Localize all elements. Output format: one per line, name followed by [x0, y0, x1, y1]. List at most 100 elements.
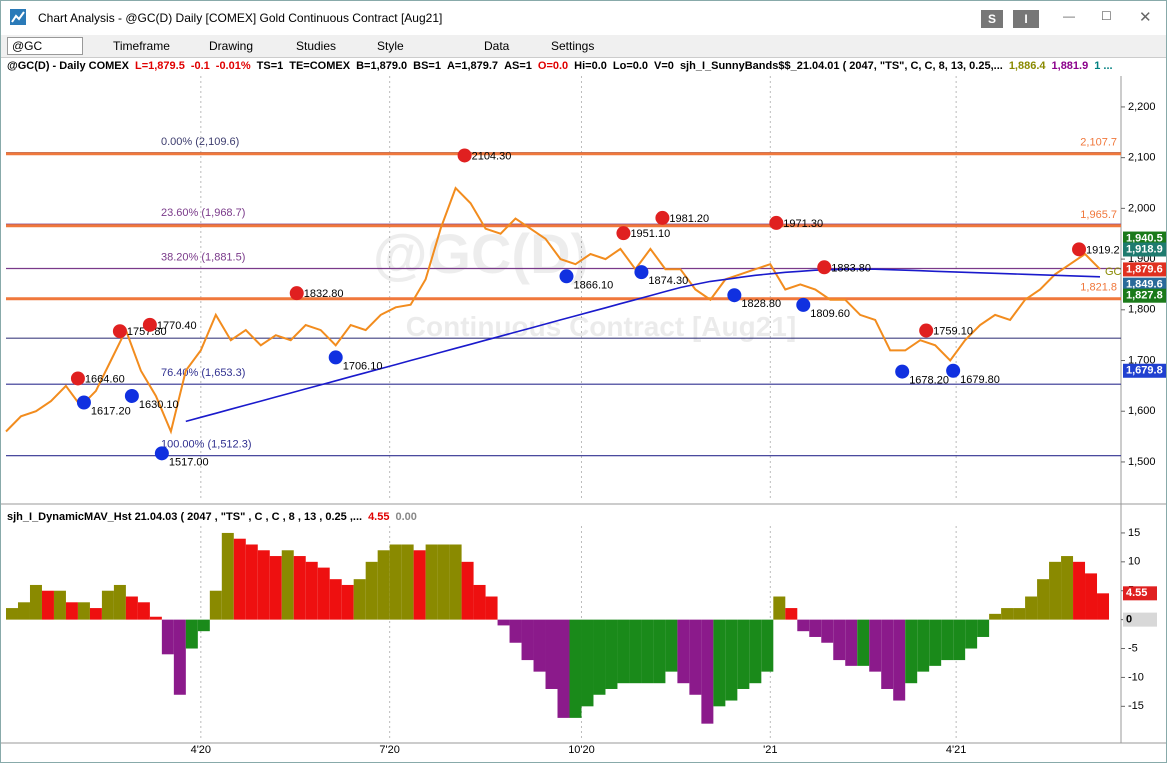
swing-high: [769, 215, 784, 230]
histogram-bar: [329, 579, 342, 620]
header-item: BS=1: [413, 60, 441, 72]
swing-label: 1757.80: [127, 326, 167, 338]
swing-label: 1664.60: [85, 373, 125, 385]
close[interactable]: ✕: [1139, 9, 1152, 26]
swing-low: [124, 388, 139, 403]
header-item: L=1,879.5: [134, 60, 185, 72]
histogram-bar: [305, 561, 318, 620]
histogram-bar: [605, 619, 618, 689]
histogram-bar: [221, 532, 234, 620]
swing-label: 1832.80: [304, 288, 344, 300]
histogram-bar: [965, 619, 978, 649]
y-tick-label: 10: [1128, 556, 1140, 568]
title-bar: Chart Analysis - @GC(D) Daily [COMEX] Go…: [1, 1, 1166, 35]
fib-label: 0.00% (2,109.6): [161, 136, 239, 148]
swing-low: [76, 395, 91, 410]
toolbar: @GC Timeframe Drawing Studies Style Data…: [1, 35, 1166, 58]
value-box: [1123, 612, 1157, 627]
swing-high: [919, 323, 934, 338]
histogram-bar: [677, 619, 690, 684]
toolbar-button[interactable]: Timeframe: [113, 39, 170, 53]
histogram-bar: [6, 608, 18, 620]
histogram-bar: [161, 619, 174, 655]
histogram-bar: [317, 567, 330, 620]
histogram-bar: [53, 590, 66, 620]
header-item: B=1,879.0: [356, 60, 408, 72]
header-item: TS=1: [256, 60, 284, 72]
histogram-bar: [593, 619, 606, 695]
histogram-bar: [353, 579, 366, 620]
price-box-label: 1,849.6: [1126, 279, 1163, 291]
histogram-bar: [713, 619, 726, 707]
price-box-label: 1,940.5: [1126, 232, 1163, 244]
symbol-box[interactable]: @GC: [7, 37, 83, 55]
histogram-bar: [1061, 556, 1074, 620]
histogram-bar: [389, 544, 402, 620]
histogram-bar: [641, 619, 654, 684]
level-label: 1,965.7: [1080, 209, 1117, 221]
header-item: Hi=0.0: [574, 60, 607, 72]
histogram-bar: [821, 619, 834, 643]
price-box-label: 1,879.6: [1126, 263, 1163, 275]
swing-label: 1883.80: [831, 262, 871, 274]
watermark: Continuous Contract [Aug21]: [406, 311, 796, 342]
level-label: 1,821.8: [1080, 282, 1117, 294]
y-tick-label: 1,500: [1128, 456, 1156, 468]
swing-high: [112, 324, 127, 339]
y-tick-label: 1,600: [1128, 405, 1156, 417]
header-item: A=1,879.7: [446, 60, 499, 72]
histogram-bar: [137, 602, 150, 620]
swing-low: [946, 363, 961, 378]
histogram-bar: [341, 584, 354, 620]
header-item: V=0: [654, 60, 674, 72]
toolbar-button[interactable]: Style: [377, 39, 404, 53]
toolbar-button[interactable]: Data: [484, 39, 510, 53]
header-item: -0.01%: [215, 60, 251, 72]
minimize[interactable]: —: [1063, 9, 1075, 23]
toolbar-button[interactable]: Settings: [551, 39, 595, 53]
swing-label: 1759.10: [933, 326, 973, 338]
histogram-bar: [917, 619, 930, 672]
histogram-bar: [281, 550, 294, 620]
histogram-bar: [953, 619, 966, 661]
header-item: 1,886.4: [1008, 60, 1046, 72]
swing-label: 1617.20: [91, 406, 131, 418]
y-tick-label: 2,200: [1128, 101, 1156, 113]
histogram-bar: [893, 619, 906, 701]
x-tick-label: 7'20: [379, 744, 399, 756]
histogram-bar: [689, 619, 702, 695]
swing-label: 1866.10: [573, 279, 613, 291]
histogram-bar: [653, 619, 666, 684]
i-button[interactable]: I: [1013, 10, 1039, 28]
symbol-tag: GC: [1105, 266, 1122, 278]
histogram-bar: [473, 584, 486, 620]
price-box: [1123, 262, 1166, 277]
histogram-bar: [1073, 561, 1086, 620]
toolbar-button[interactable]: Drawing: [209, 39, 254, 53]
swing-low: [154, 446, 169, 461]
histogram-bar: [245, 544, 258, 620]
histogram-bar: [617, 619, 630, 684]
y-tick-label: -15: [1128, 700, 1144, 712]
histogram-bar: [941, 619, 954, 661]
y-tick-label: 15: [1128, 527, 1140, 539]
maximize[interactable]: ☐: [1101, 9, 1112, 23]
histogram-bar: [1049, 561, 1062, 620]
histogram-bar: [209, 590, 222, 620]
histogram-bar: [233, 538, 246, 620]
swing-label: 1809.60: [810, 308, 850, 320]
histogram-bar: [1013, 608, 1026, 620]
swing-label: 1679.80: [960, 374, 1000, 386]
price-box: [1123, 242, 1166, 257]
histogram-bar: [857, 619, 870, 666]
s-button[interactable]: S: [981, 10, 1003, 28]
histogram-bar: [1025, 596, 1038, 620]
toolbar-button[interactable]: Studies: [296, 39, 337, 53]
histogram-bar: [413, 550, 426, 620]
header-item: O=0.0: [537, 60, 569, 72]
swing-low: [559, 269, 574, 284]
x-tick-label: 4'21: [946, 744, 966, 756]
swing-label: 1981.20: [669, 213, 709, 225]
histogram-bar: [845, 619, 858, 666]
swing-high: [457, 148, 472, 163]
